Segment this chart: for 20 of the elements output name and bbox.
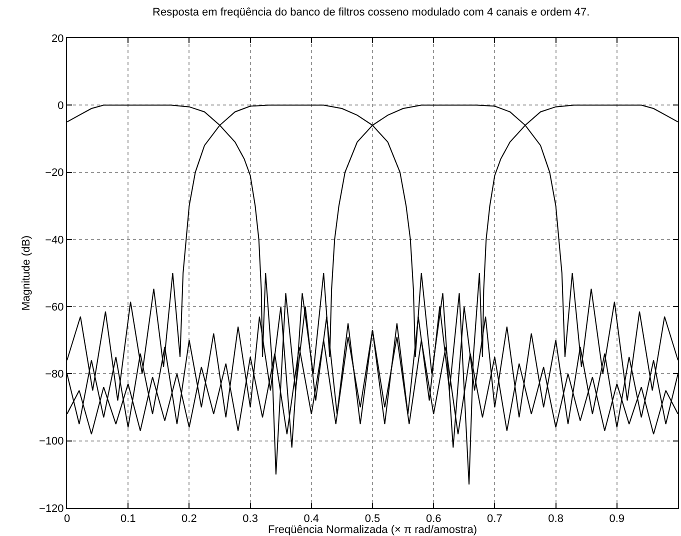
- x-tick-label: 0.7: [487, 513, 502, 526]
- y-tick-label: −20: [45, 167, 64, 180]
- y-tick-label: −60: [45, 301, 64, 314]
- x-tick-label: 0.6: [426, 513, 442, 526]
- x-axis-title: Freqüência Normalizada (× π rad/amostra): [268, 524, 478, 536]
- x-tick-label: 0.8: [548, 513, 564, 526]
- y-axis-title: Magnitude (dB): [20, 235, 33, 311]
- x-tick-label: 0.4: [304, 513, 320, 526]
- x-tick-label: 0.5: [364, 513, 380, 526]
- x-tick-label: 0.9: [609, 513, 625, 526]
- x-tick-label: 0.1: [120, 513, 136, 526]
- y-tick-label: −80: [45, 368, 64, 381]
- x-tick-label: 0.2: [182, 513, 197, 526]
- y-tick-label: 0: [58, 100, 64, 112]
- y-tick-label: −100: [39, 436, 64, 448]
- chart-title: Resposta em freqüência do banco de filtros cosseno modulado com 4 canais e ordem 47.: [152, 6, 590, 19]
- x-tick-label: 0.3: [242, 513, 258, 526]
- y-tick-label: −120: [39, 502, 64, 515]
- y-tick-label: −40: [45, 234, 64, 246]
- y-tick-label: 20: [52, 32, 64, 45]
